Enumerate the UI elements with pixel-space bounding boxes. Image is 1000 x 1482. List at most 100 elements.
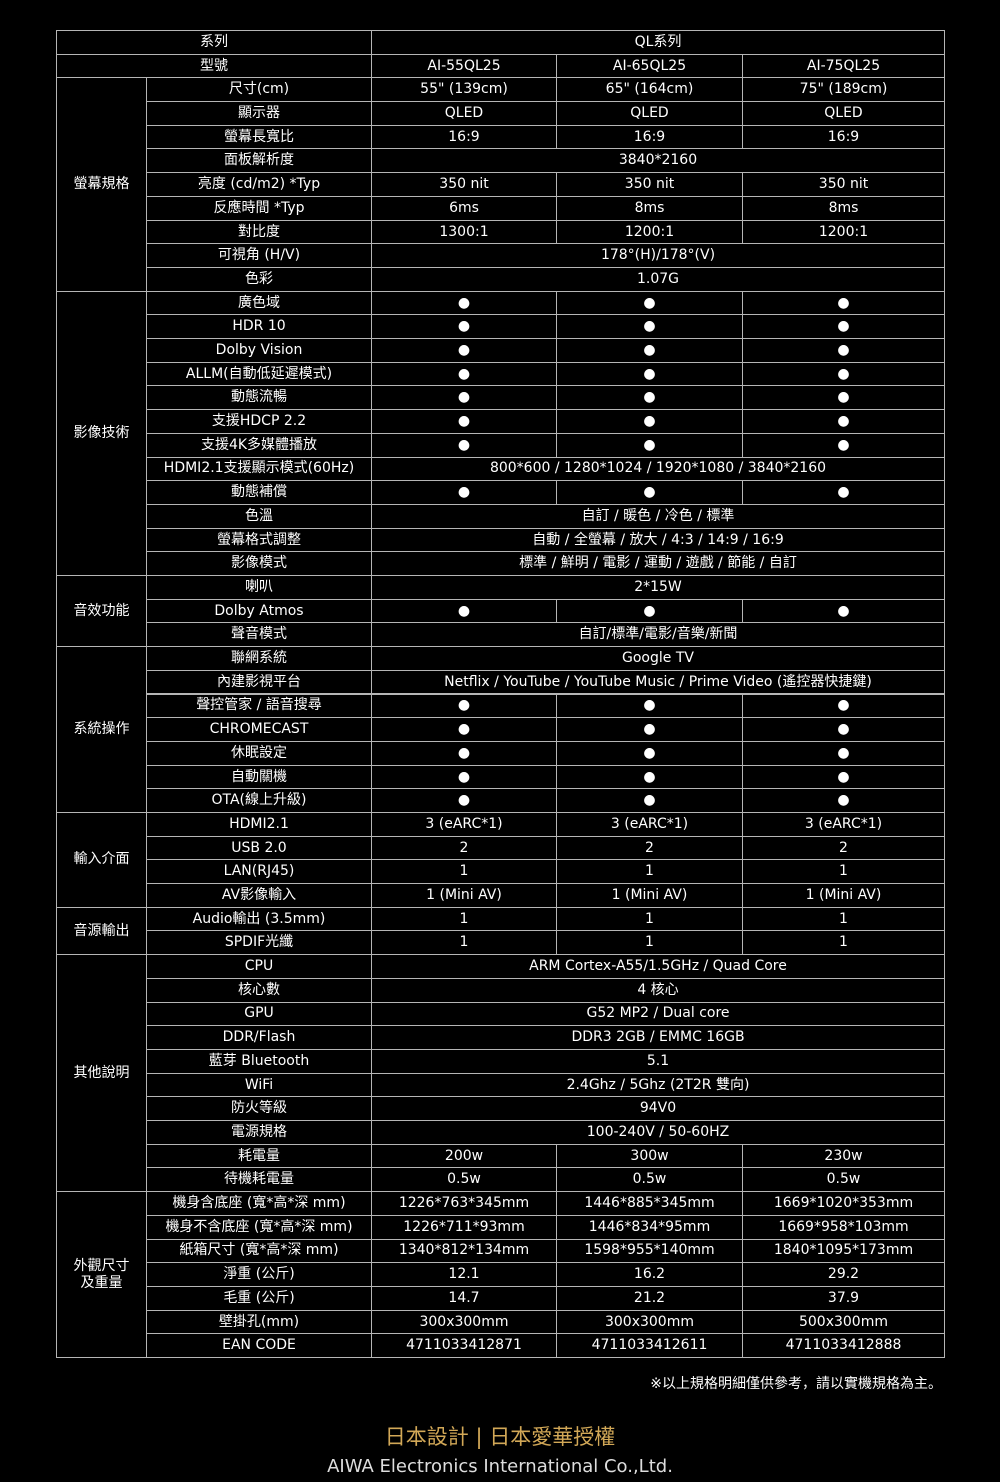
- item-cell: 支援4K多媒體播放: [146, 432, 372, 458]
- item-cell: 廣色域: [146, 290, 372, 316]
- value-cell: 16:9: [371, 124, 557, 150]
- item-cell: 可視角 (H/V): [146, 243, 372, 268]
- group-cell: 螢幕規格: [56, 77, 147, 292]
- value-cell: ●: [371, 361, 557, 387]
- value-cell: 230w: [742, 1143, 945, 1169]
- value-cell: 1: [742, 859, 945, 885]
- item-cell: OTA(線上升級): [146, 788, 372, 813]
- value-cell: 1 (Mini AV): [371, 883, 557, 908]
- value-cell: ●: [556, 693, 743, 719]
- value-cell: 29.2: [742, 1262, 945, 1287]
- value-cell: ●: [556, 740, 743, 766]
- value-cell: 0.5w: [556, 1167, 743, 1193]
- item-cell: 反應時間 *Typ: [146, 195, 372, 221]
- value-cell: ●: [742, 361, 945, 387]
- value-cell: 1446*885*345mm: [556, 1191, 743, 1216]
- value-cell: 300x300mm: [556, 1309, 743, 1335]
- item-cell: 休眠設定: [146, 740, 372, 766]
- value-cell: 自訂 / 暖色 / 冷色 / 標準: [371, 503, 945, 529]
- value-cell: 55" (139cm): [371, 77, 557, 103]
- value-cell: ●: [371, 788, 557, 813]
- item-cell: 機身不含底座 (寬*高*深 mm): [146, 1214, 372, 1240]
- value-cell: ●: [742, 717, 945, 742]
- value-cell: ●: [371, 409, 557, 434]
- item-cell: HDR 10: [146, 314, 372, 340]
- item-cell: 淨重 (公斤): [146, 1262, 372, 1287]
- group-cell: 音效功能: [56, 575, 147, 648]
- value-cell: 1: [556, 906, 743, 932]
- value-cell: 1669*1020*353mm: [742, 1191, 945, 1216]
- value-cell: ●: [742, 409, 945, 434]
- value-cell: QLED: [742, 101, 945, 126]
- value-cell: ●: [556, 432, 743, 458]
- value-cell: ●: [556, 480, 743, 505]
- value-cell: 16:9: [742, 124, 945, 150]
- model-cell: AI-75QL25: [742, 53, 945, 79]
- item-cell: 面板解析度: [146, 148, 372, 174]
- value-cell: 4 核心: [371, 977, 945, 1003]
- item-cell: ALLM(自動低延遲模式): [146, 361, 372, 387]
- value-cell: 500x300mm: [742, 1309, 945, 1335]
- value-cell: ●: [371, 432, 557, 458]
- value-cell: 標準 / 鮮明 / 電影 / 運動 / 遊戲 / 節能 / 自訂: [371, 551, 945, 576]
- value-cell: ●: [742, 432, 945, 458]
- value-cell: ●: [742, 480, 945, 505]
- item-cell: 聯網系統: [146, 646, 372, 671]
- item-cell: Dolby Vision: [146, 338, 372, 363]
- value-cell: ●: [556, 385, 743, 411]
- value-cell: 65" (164cm): [556, 77, 743, 103]
- value-cell: ●: [742, 314, 945, 340]
- value-cell: 3 (eARC*1): [556, 811, 743, 837]
- value-cell: 3840*2160: [371, 148, 945, 174]
- item-cell: 紙箱尺寸 (寬*高*深 mm): [146, 1238, 372, 1264]
- value-cell: 6ms: [371, 195, 557, 221]
- item-cell: USB 2.0: [146, 835, 372, 861]
- value-cell: DDR3 2GB / EMMC 16GB: [371, 1025, 945, 1050]
- value-cell: 1.07G: [371, 266, 945, 292]
- value-cell: ●: [556, 409, 743, 434]
- item-cell: 毛重 (公斤): [146, 1285, 372, 1311]
- item-cell: 色彩: [146, 266, 372, 292]
- company: AIWA Electronics International Co.,Ltd.: [327, 1456, 673, 1477]
- value-cell: 自訂/標準/電影/音樂/新聞: [371, 622, 945, 648]
- value-cell: ●: [742, 385, 945, 411]
- item-cell: 亮度 (cd/m2) *Typ: [146, 172, 372, 197]
- model-cell: AI-55QL25: [371, 53, 557, 79]
- group-cell: 影像技術: [56, 290, 147, 576]
- value-cell: 0.5w: [371, 1167, 557, 1193]
- value-cell: 1: [371, 930, 557, 956]
- header-cell: 型號: [56, 53, 372, 79]
- value-cell: ●: [556, 338, 743, 363]
- value-cell: QLED: [371, 101, 557, 126]
- value-cell: 1: [371, 859, 557, 885]
- item-cell: CPU: [146, 954, 372, 979]
- value-cell: 1669*958*103mm: [742, 1214, 945, 1240]
- item-cell: DDR/Flash: [146, 1025, 372, 1050]
- value-cell: 2*15W: [371, 575, 945, 600]
- value-cell: 300x300mm: [371, 1309, 557, 1335]
- value-cell: ●: [556, 598, 743, 624]
- item-cell: 機身含底座 (寬*高*深 mm): [146, 1191, 372, 1216]
- value-cell: 1: [556, 859, 743, 885]
- value-cell: 16.2: [556, 1262, 743, 1287]
- value-cell: 300w: [556, 1143, 743, 1169]
- item-cell: CHROMECAST: [146, 717, 372, 742]
- value-cell: 0.5w: [742, 1167, 945, 1193]
- value-cell: 8ms: [742, 195, 945, 221]
- value-cell: 37.9: [742, 1285, 945, 1311]
- value-cell: 4711033412871: [371, 1333, 557, 1358]
- value-cell: ●: [742, 788, 945, 813]
- group-cell: 系統操作: [56, 646, 147, 813]
- value-cell: ●: [371, 290, 557, 316]
- value-cell: 1: [556, 930, 743, 956]
- item-cell: 螢幕長寬比: [146, 124, 372, 150]
- value-cell: 100-240V / 50-60HZ: [371, 1120, 945, 1145]
- value-cell: ●: [556, 290, 743, 316]
- value-cell: QLED: [556, 101, 743, 126]
- value-cell: G52 MP2 / Dual core: [371, 1001, 945, 1027]
- group-cell: 外觀尺寸 及重量: [56, 1191, 147, 1358]
- value-cell: ●: [371, 598, 557, 624]
- item-cell: 對比度: [146, 219, 372, 245]
- value-cell: 1: [742, 930, 945, 956]
- value-cell: ●: [371, 764, 557, 790]
